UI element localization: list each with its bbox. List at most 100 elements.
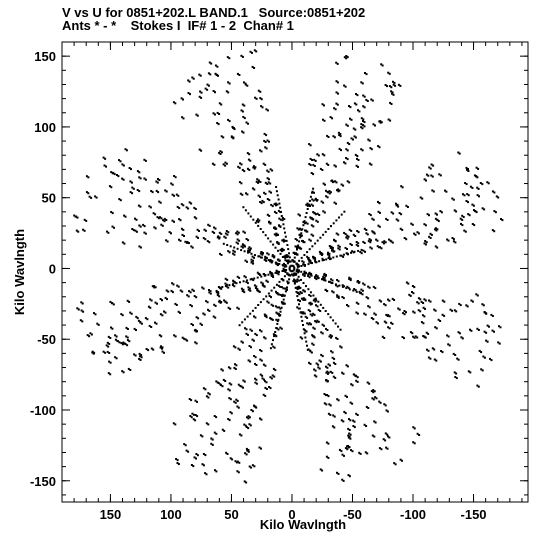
uv-point: [302, 297, 305, 300]
uv-point: [153, 226, 156, 229]
uv-point: [134, 229, 137, 232]
uv-point: [346, 141, 349, 144]
uv-point: [347, 445, 350, 447]
uv-point: [259, 97, 262, 100]
uv-point: [111, 302, 114, 305]
uv-point: [336, 62, 339, 65]
uv-point: [479, 182, 482, 184]
uv-point: [407, 282, 410, 285]
uv-point: [195, 235, 198, 238]
uv-point: [171, 291, 174, 294]
uv-point: [329, 280, 332, 283]
uv-point: [276, 194, 279, 197]
uv-point: [107, 231, 110, 234]
uv-point: [426, 213, 429, 216]
uv-point: [217, 291, 220, 294]
uv-point: [493, 230, 496, 233]
uv-point: [321, 278, 323, 281]
uv-point: [135, 329, 137, 331]
uv-point: [214, 91, 216, 94]
uv-point: [316, 305, 319, 308]
uv-point: [333, 239, 336, 242]
uv-point: [306, 322, 309, 325]
uv-point: [179, 289, 182, 292]
uv-point: [481, 183, 484, 186]
uv-point: [82, 228, 85, 231]
uv-point: [207, 423, 210, 426]
uv-point: [264, 337, 267, 340]
uv-point: [246, 416, 248, 419]
uv-point: [473, 224, 476, 227]
uv-point: [329, 334, 332, 337]
uv-point: [227, 388, 230, 391]
uv-point: [397, 83, 400, 86]
uv-point: [344, 162, 347, 165]
uv-point: [255, 220, 258, 222]
uv-point: [325, 455, 328, 458]
uv-point: [354, 289, 357, 292]
uv-point: [336, 295, 339, 298]
uv-point: [165, 219, 168, 221]
uv-point: [196, 330, 198, 333]
uv-point: [388, 238, 390, 241]
uv-point: [207, 392, 210, 395]
uv-point: [174, 423, 177, 426]
uv-point: [163, 351, 165, 354]
uv-point: [333, 107, 336, 110]
uv-point: [252, 262, 254, 265]
uv-point: [273, 233, 276, 236]
uv-point: [318, 214, 321, 216]
uv-point: [303, 272, 306, 275]
uv-point: [409, 294, 412, 297]
uv-point: [357, 280, 359, 282]
uv-point: [426, 348, 428, 351]
uv-point: [312, 218, 315, 221]
uv-point: [251, 187, 254, 190]
uv-point: [251, 255, 254, 258]
uv-point: [302, 221, 305, 224]
uv-point: [296, 280, 298, 283]
uv-point: [196, 228, 199, 231]
uv-point: [227, 91, 230, 94]
uv-point: [138, 224, 141, 227]
uv-point: [174, 102, 177, 105]
uv-point: [314, 275, 317, 278]
uv-point: [317, 300, 320, 303]
uv-point: [278, 262, 281, 265]
uv-point: [173, 334, 176, 337]
uv-point: [331, 356, 334, 359]
uv-point: [241, 321, 244, 324]
uv-point: [107, 345, 110, 348]
uv-point: [354, 136, 357, 139]
uv-point: [192, 465, 195, 468]
uv-point: [397, 219, 400, 222]
uv-point: [249, 247, 252, 250]
uv-point: [280, 327, 283, 330]
uv-point: [156, 302, 158, 305]
uv-point: [429, 232, 432, 235]
uv-point: [257, 89, 260, 92]
uv-point: [364, 72, 366, 74]
uv-point: [280, 286, 283, 289]
uv-point: [488, 325, 490, 328]
uv-point: [109, 361, 112, 364]
uv-point: [104, 157, 107, 160]
uv-point: [102, 350, 105, 353]
uv-point: [126, 339, 129, 342]
uv-point: [233, 128, 236, 131]
uv-point: [93, 312, 95, 315]
uv-point: [243, 104, 246, 107]
uv-point: [360, 81, 363, 84]
uv-point: [267, 237, 270, 240]
uv-point: [459, 217, 462, 220]
uv-point: [267, 292, 270, 295]
uv-point: [199, 90, 202, 93]
uv-point: [325, 258, 328, 261]
uv-point: [215, 74, 218, 76]
uv-point: [305, 203, 308, 206]
uv-point: [455, 210, 458, 213]
uv-point: [85, 191, 88, 194]
uv-point: [477, 187, 480, 190]
uv-point: [307, 309, 310, 312]
uv-point: [323, 104, 325, 107]
